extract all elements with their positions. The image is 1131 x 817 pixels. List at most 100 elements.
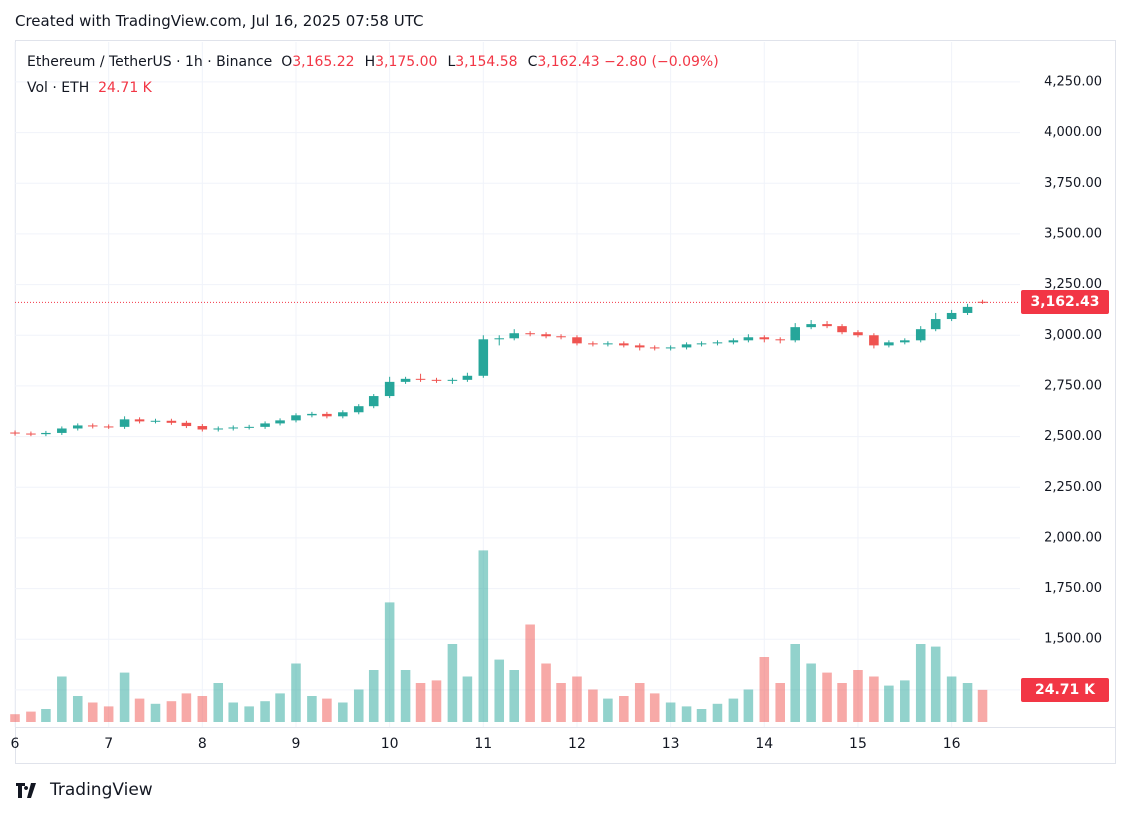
volume-bar — [353, 689, 364, 722]
candle-body — [213, 428, 224, 430]
caption: Created with TradingView.com, Jul 16, 20… — [15, 12, 424, 30]
candle-body — [759, 337, 770, 340]
volume-bar — [244, 706, 254, 722]
candle-body — [368, 396, 379, 407]
candle-body — [790, 327, 800, 341]
candle-body — [134, 419, 145, 422]
candle-body — [353, 406, 364, 413]
volume-bar — [72, 696, 83, 722]
volume-bar — [509, 670, 519, 722]
ohlc: O3,165.22 H3,175.00 L3,154.58 C3,162.43 — [281, 54, 600, 70]
x-tick-label: 9 — [292, 736, 301, 752]
candle-body — [696, 343, 707, 345]
volume-bar — [603, 698, 613, 722]
volume-bar — [681, 706, 692, 722]
volume-bar — [962, 683, 973, 722]
candle-body — [946, 312, 957, 320]
volume-bar — [541, 663, 551, 722]
candle-body — [619, 343, 629, 346]
candle-body — [649, 347, 660, 349]
candle-body — [665, 347, 676, 349]
volume-bar — [572, 676, 582, 722]
candle-body — [977, 301, 988, 303]
candle-body — [837, 326, 847, 333]
last-price-tag: 3,162.43 — [1021, 290, 1109, 315]
symbol: Ethereum / TetherUS · 1h · Binance — [27, 54, 273, 70]
volume-bar — [181, 693, 192, 722]
volume-bar — [275, 693, 285, 722]
x-tick-label: 8 — [198, 736, 207, 752]
volume-bar — [384, 602, 395, 722]
candle-body — [181, 422, 192, 427]
candle-body — [307, 413, 317, 416]
volume-bar — [588, 689, 598, 722]
candle-body — [525, 333, 535, 335]
candle-body — [260, 423, 270, 427]
x-tick-label: 11 — [474, 736, 492, 752]
volume-bar — [869, 676, 879, 722]
candle-body — [150, 420, 161, 422]
volume-bar — [119, 672, 130, 722]
volume-bar — [619, 696, 629, 722]
y-tick-label: 3,750.00 — [1044, 176, 1102, 191]
y-tick-label: 2,250.00 — [1044, 480, 1102, 495]
volume-bar — [291, 663, 301, 722]
y-tick-label: 3,250.00 — [1044, 277, 1102, 292]
volume-value: 24.71 K — [98, 80, 152, 96]
volume-bar — [368, 670, 379, 722]
ohlc-item: O3,165.22 — [281, 54, 354, 70]
volume-title: Vol · ETH — [27, 80, 90, 96]
volume-bar — [494, 659, 505, 722]
candle-body — [915, 329, 926, 341]
y-tick-label: 3,500.00 — [1044, 226, 1102, 241]
candle-body — [228, 427, 239, 429]
x-tick-label: 16 — [943, 736, 961, 752]
candle-body — [447, 379, 458, 381]
volume-bar — [415, 683, 426, 722]
volume-bar — [10, 714, 20, 722]
ohlc-item: L3,154.58 — [447, 54, 517, 70]
ohlc-key: O — [281, 54, 293, 70]
x-tick-label: 15 — [849, 736, 867, 752]
candle-body — [541, 334, 551, 337]
y-tick-label: 4,250.00 — [1044, 74, 1102, 89]
volume-bar — [431, 680, 442, 722]
volume-bar — [213, 683, 224, 722]
ohlc-value: 3,165.22 — [292, 54, 355, 70]
candle-body — [275, 420, 285, 424]
volume-bar — [26, 711, 36, 722]
candle-body — [72, 425, 83, 429]
volume-bar — [150, 703, 161, 722]
y-tick-label: 3,000.00 — [1044, 328, 1102, 343]
volume-bar — [134, 698, 145, 722]
candle-body — [869, 335, 879, 346]
volume-bar — [478, 550, 489, 722]
candle-body — [962, 306, 973, 313]
candle-body — [431, 379, 442, 381]
candle-body — [806, 324, 816, 328]
volume-bar — [822, 672, 832, 722]
candle-body — [462, 375, 473, 380]
volume-bar — [447, 644, 458, 722]
candle-body — [853, 332, 863, 336]
x-tick-label: 13 — [662, 736, 680, 752]
candle-body — [588, 343, 598, 345]
ohlc-value: 3,154.58 — [455, 54, 518, 70]
candle-body — [743, 337, 754, 341]
candle-body — [87, 425, 98, 427]
volume-bar — [806, 663, 816, 722]
legend-volume: Vol · ETH 24.71 K — [27, 80, 152, 96]
y-tick-label: 4,000.00 — [1044, 125, 1102, 140]
volume-bar — [759, 657, 770, 722]
volume-bar — [649, 693, 660, 722]
candle-body — [509, 333, 519, 339]
volume-bar — [166, 701, 177, 722]
volume-bar — [900, 680, 910, 722]
candle-body — [681, 344, 692, 348]
volume-bar — [665, 702, 676, 722]
volume-bar — [462, 676, 473, 722]
candle-body — [478, 339, 489, 376]
frame — [15, 40, 1116, 764]
volume-bar — [915, 644, 926, 722]
